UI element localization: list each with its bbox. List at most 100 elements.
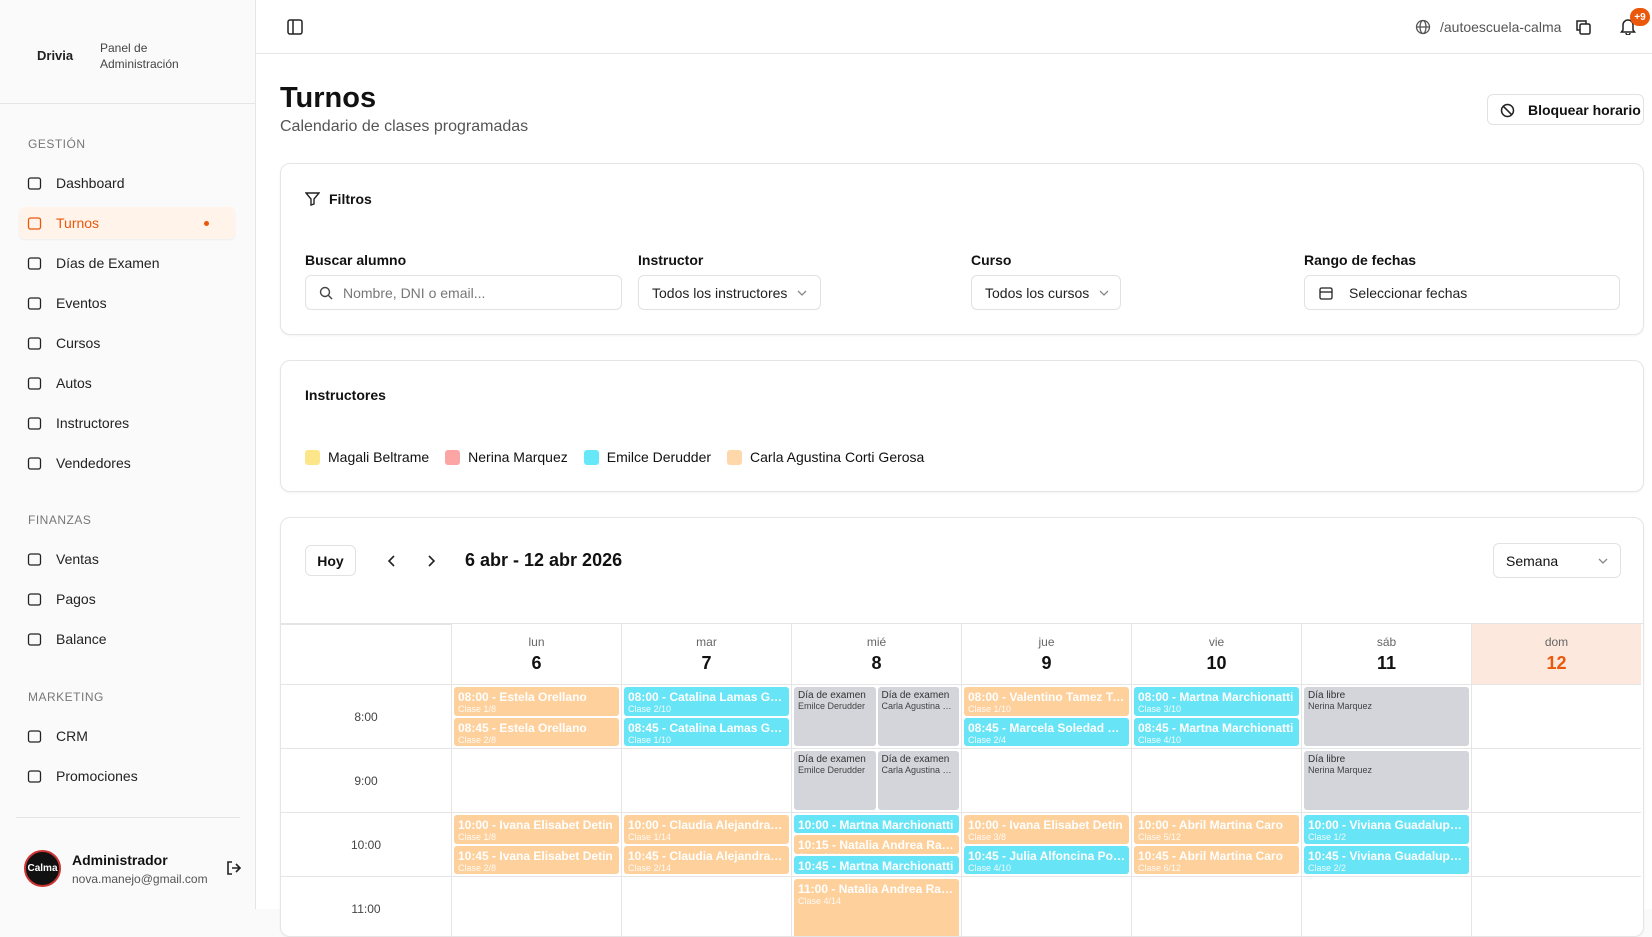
event[interactable]: 10:45 - Ivana Elisabet Detin Clase 2/8 xyxy=(454,845,619,874)
event-title: 08:00 - Valentino Tamez To... xyxy=(968,690,1125,704)
event[interactable]: 10:00 - Ivana Elisabet Detin Clase 3/8 xyxy=(964,815,1129,844)
event[interactable]: 10:00 - Ivana Elisabet Detin Clase 1/8 xyxy=(454,815,619,844)
legend-name: Emilce Derudder xyxy=(606,449,712,465)
calendar-cell: 10:00 - Ivana Elisabet Detin Clase 3/8 10:… xyxy=(961,813,1131,877)
event-subtitle: Emilce Derudder xyxy=(798,765,866,775)
event[interactable]: 08:00 - Martna Marchionatti Clase 3/10 xyxy=(1134,687,1299,716)
event[interactable]: Día de examen Carla Agustina C... xyxy=(877,751,959,810)
nav-item[interactable]: Promociones xyxy=(19,760,235,792)
event[interactable]: 10:00 - Viviana Guadalupe ... Clase 1/2 xyxy=(1304,815,1469,844)
filters-title: Filtros xyxy=(329,191,372,207)
event[interactable]: 08:00 - Valentino Tamez To... Clase 1/10 xyxy=(964,687,1129,716)
event[interactable]: 08:45 - Marcela Soledad M... Clase 2/4 xyxy=(964,717,1129,746)
instructors-legend: Magali Beltrame Nerina Marquez Emilce Deru… xyxy=(305,449,940,465)
filter-label: Buscar alumno xyxy=(305,252,407,268)
event-title: Día de examen xyxy=(798,690,866,701)
legend-swatch xyxy=(583,449,599,465)
nav-item[interactable]: Cursos xyxy=(19,327,235,359)
nav-item[interactable]: Autos xyxy=(19,367,235,399)
event[interactable]: Día de examen Emilce Derudder xyxy=(794,687,876,746)
day-number: 9 xyxy=(1041,653,1052,673)
day-header: mar 7 xyxy=(621,624,791,685)
event-title: 08:00 - Catalina Lamas Gue... xyxy=(628,690,785,704)
view-select[interactable]: Semana xyxy=(1493,543,1621,578)
event[interactable]: 11:00 - Natalia Andrea Rait... Clase 4/14 xyxy=(794,879,959,936)
event[interactable]: 08:45 - Martna Marchionatti Clase 4/10 xyxy=(1134,717,1299,746)
block-button[interactable]: Bloquear horario xyxy=(1487,94,1644,125)
event[interactable]: 10:45 - Viviana Guadalupe ... Clase 2/2 xyxy=(1304,845,1469,874)
event[interactable]: 08:45 - Estela Orellano Clase 2/8 xyxy=(454,717,619,746)
nav-icon xyxy=(27,377,42,390)
event[interactable]: Día de examen Carla Agustina C... xyxy=(877,687,959,746)
event-title: Día de examen xyxy=(881,690,950,701)
copy-icon[interactable] xyxy=(1575,19,1591,35)
event-title: 10:00 - Viviana Guadalupe ... xyxy=(1308,818,1465,832)
filter-icon xyxy=(305,192,320,206)
calendar-icon xyxy=(1319,287,1333,300)
nav-item[interactable]: Pagos xyxy=(19,583,235,615)
event[interactable]: Día libre Nerina Marquez xyxy=(1304,687,1469,746)
event[interactable]: Día libre Nerina Marquez xyxy=(1304,751,1469,810)
calendar-cell: 10:00 - Viviana Guadalupe ... Clase 1/2 10… xyxy=(1301,813,1471,877)
nav-item[interactable]: Vendedores xyxy=(19,447,235,479)
event[interactable]: 10:45 - Julia Alfoncina Pozza Clase 4/10 xyxy=(964,845,1129,874)
event-row: 11:00 - Natalia Andrea Rait... Clase 4/14 xyxy=(793,878,960,936)
event-row: 08:00 - Estela Orellano Clase 1/8 xyxy=(453,686,620,717)
nav-item[interactable]: Dashboard xyxy=(19,167,235,199)
event-row: 10:15 - Natalia Andrea Rait...Clase 3/14 xyxy=(793,834,960,854)
event[interactable]: 08:00 - Catalina Lamas Gue... Clase 2/10 xyxy=(624,687,789,716)
instructors-title: Instructores xyxy=(305,387,386,403)
event[interactable]: 10:45 - Abril Martina Caro Clase 6/12 xyxy=(1134,845,1299,874)
event[interactable]: 10:45 - Claudia Alejandra C... Clase 2/14 xyxy=(624,845,789,874)
event-row: 08:45 - Martna Marchionatti Clase 4/10 xyxy=(1133,717,1300,748)
legend-name: Magali Beltrame xyxy=(328,449,430,465)
filter-input[interactable]: Seleccionar fechas xyxy=(1304,275,1620,310)
nav-icon xyxy=(27,730,42,743)
event-title: Día de examen xyxy=(881,754,950,765)
event[interactable]: 10:15 - Natalia Andrea Rait...Clase 3/14 xyxy=(794,835,959,854)
today-button[interactable]: Hoy xyxy=(305,545,356,576)
event[interactable]: 08:45 - Catalina Lamas Gu... Clase 1/10 xyxy=(624,717,789,746)
nav-item[interactable]: Instructores xyxy=(19,407,235,439)
next-button[interactable] xyxy=(424,554,438,568)
event-row: 10:00 - Claudia Alejandra C... Clase 1/14 xyxy=(623,814,790,845)
nav-item[interactable]: CRM xyxy=(19,720,235,752)
day-number: 6 xyxy=(531,653,542,673)
nav-section: MARKETING xyxy=(28,690,104,704)
filter-input[interactable]: Todos los instructores xyxy=(638,275,821,310)
event[interactable]: 08:00 - Estela Orellano Clase 1/8 xyxy=(454,687,619,716)
event-title: Día libre xyxy=(1308,690,1346,701)
page-subtitle: Calendario de clases programadas xyxy=(280,118,529,135)
nav-item[interactable]: Eventos xyxy=(19,287,235,319)
nav-item[interactable]: Balance xyxy=(19,623,235,655)
event-row: 10:45 - Ivana Elisabet Detin Clase 2/8 xyxy=(453,845,620,876)
calendar-cell: Día de examen Emilce Derudder Día de exame… xyxy=(791,749,961,813)
day-header: lun 6 xyxy=(451,624,621,685)
event[interactable]: 10:00 - Abril Martina Caro Clase 5/12 xyxy=(1134,815,1299,844)
sidebar-toggle[interactable] xyxy=(287,19,303,35)
logout-icon[interactable] xyxy=(226,860,242,876)
active-dot xyxy=(204,221,209,226)
calendar-cell: 10:00 - Abril Martina Caro Clase 5/12 10:4… xyxy=(1131,813,1301,877)
time-label: 11:00 xyxy=(281,877,451,936)
event[interactable]: 10:00 - Claudia Alejandra C... Clase 1/14 xyxy=(624,815,789,844)
filter-input[interactable]: Nombre, DNI o email... xyxy=(305,275,622,310)
nav-label: Cursos xyxy=(56,335,101,351)
event[interactable]: Día de examen Emilce Derudder xyxy=(794,751,876,810)
avatar: Calma xyxy=(24,850,61,887)
event-row: Día libre Nerina Marquez xyxy=(1303,750,1470,811)
event-subtitle: Clase 3/10 xyxy=(1138,704,1182,714)
day-number: 10 xyxy=(1206,653,1227,673)
nav-item[interactable]: Días de Examen xyxy=(19,247,235,279)
filter-value: Todos los instructores xyxy=(652,284,788,301)
nav-item[interactable]: Ventas xyxy=(19,543,235,575)
nav-item[interactable]: Turnos xyxy=(19,207,235,239)
prev-button[interactable] xyxy=(385,554,399,568)
event-title: 10:45 - Martna Marchionatti xyxy=(798,858,954,873)
chevron xyxy=(797,290,807,296)
filter-input[interactable]: Todos los cursos xyxy=(971,275,1121,310)
